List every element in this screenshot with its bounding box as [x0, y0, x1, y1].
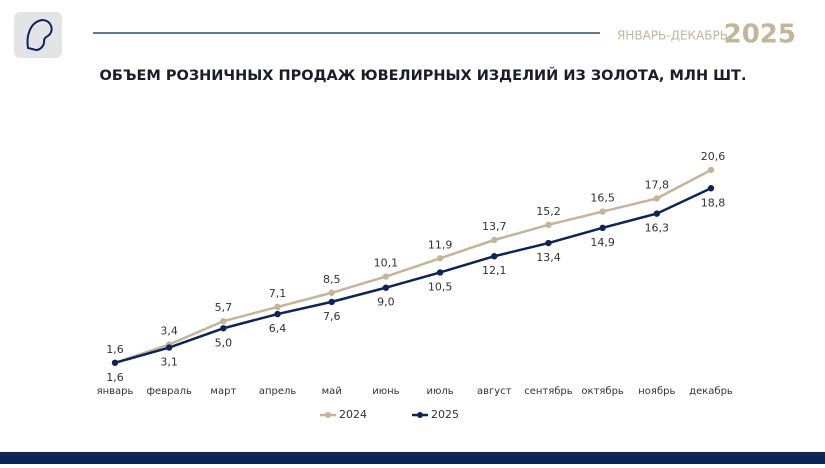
point [220, 317, 227, 325]
point [491, 253, 498, 260]
data-label: 8,5 [323, 273, 341, 286]
point [328, 289, 335, 296]
x-tick-label: май [322, 386, 342, 397]
data-label: 17,8 [645, 178, 670, 191]
x-tick-label: март [210, 386, 236, 397]
point [382, 273, 390, 280]
data-label: 13,4 [536, 251, 561, 264]
chart-title: ОБЪЕМ РОЗНИЧНЫХ ПРОДАЖ ЮВЕЛИРНЫХ ИЗДЕЛИЙ… [100, 67, 747, 84]
x-tick-label: июль [426, 386, 453, 397]
logo-icon [26, 18, 53, 52]
x-tick-label: ноябрь [638, 386, 675, 397]
point [707, 166, 715, 174]
data-label: 9,0 [377, 296, 395, 309]
point [599, 224, 606, 232]
x-tick-label: август [477, 386, 512, 397]
point [111, 359, 119, 366]
data-label: 13,7 [482, 220, 507, 233]
x-tick-label: октябрь [581, 386, 624, 397]
data-label: 10,1 [374, 257, 399, 270]
point [545, 239, 552, 247]
data-label: 5,0 [215, 336, 233, 349]
data-label: 1,6 [106, 371, 124, 384]
header-period: ЯНВАРЬ-ДЕКАБРЬ [617, 29, 728, 43]
data-label: 7,1 [269, 287, 287, 300]
point [382, 284, 390, 291]
legend-marker [325, 412, 331, 418]
data-label: 12,1 [482, 264, 507, 277]
series-line [114, 187, 712, 364]
x-tick-label: февраль [147, 386, 192, 397]
x-tick-label: апрель [259, 386, 297, 397]
point [165, 344, 173, 351]
data-label: 6,4 [269, 322, 287, 335]
point [707, 185, 715, 192]
point [491, 236, 498, 244]
data-label: 14,9 [590, 236, 615, 249]
data-label: 7,6 [323, 310, 341, 323]
legend-label: 2024 [339, 408, 367, 421]
x-tick-label: январь [97, 386, 134, 397]
data-label: 18,8 [701, 196, 726, 209]
legend-label: 2025 [431, 408, 459, 421]
data-label: 15,2 [536, 205, 561, 218]
data-label: 11,9 [428, 238, 453, 251]
x-tick-label: декабрь [689, 386, 733, 397]
data-label: 3,4 [160, 325, 178, 338]
data-label: 16,5 [590, 192, 615, 205]
data-label: 3,1 [160, 356, 178, 369]
point [274, 310, 281, 318]
point [274, 303, 281, 311]
point [545, 221, 552, 228]
point [436, 255, 444, 262]
data-label: 10,5 [428, 280, 453, 293]
logo [14, 12, 62, 58]
point [220, 325, 227, 332]
data-label: 5,7 [215, 301, 233, 314]
data-label: 20,6 [701, 150, 726, 163]
data-label: 1,6 [106, 343, 124, 356]
series-line [114, 168, 712, 364]
point [653, 195, 661, 202]
header-year: 2025 [724, 20, 796, 50]
point [599, 208, 606, 215]
x-tick-label: сентябрь [524, 386, 573, 397]
point [328, 298, 335, 306]
x-tick-label: июнь [372, 386, 399, 397]
footer-bar [0, 452, 825, 464]
point [653, 210, 661, 217]
legend-marker [417, 412, 423, 418]
data-label: 16,3 [645, 222, 670, 235]
point [436, 269, 444, 276]
